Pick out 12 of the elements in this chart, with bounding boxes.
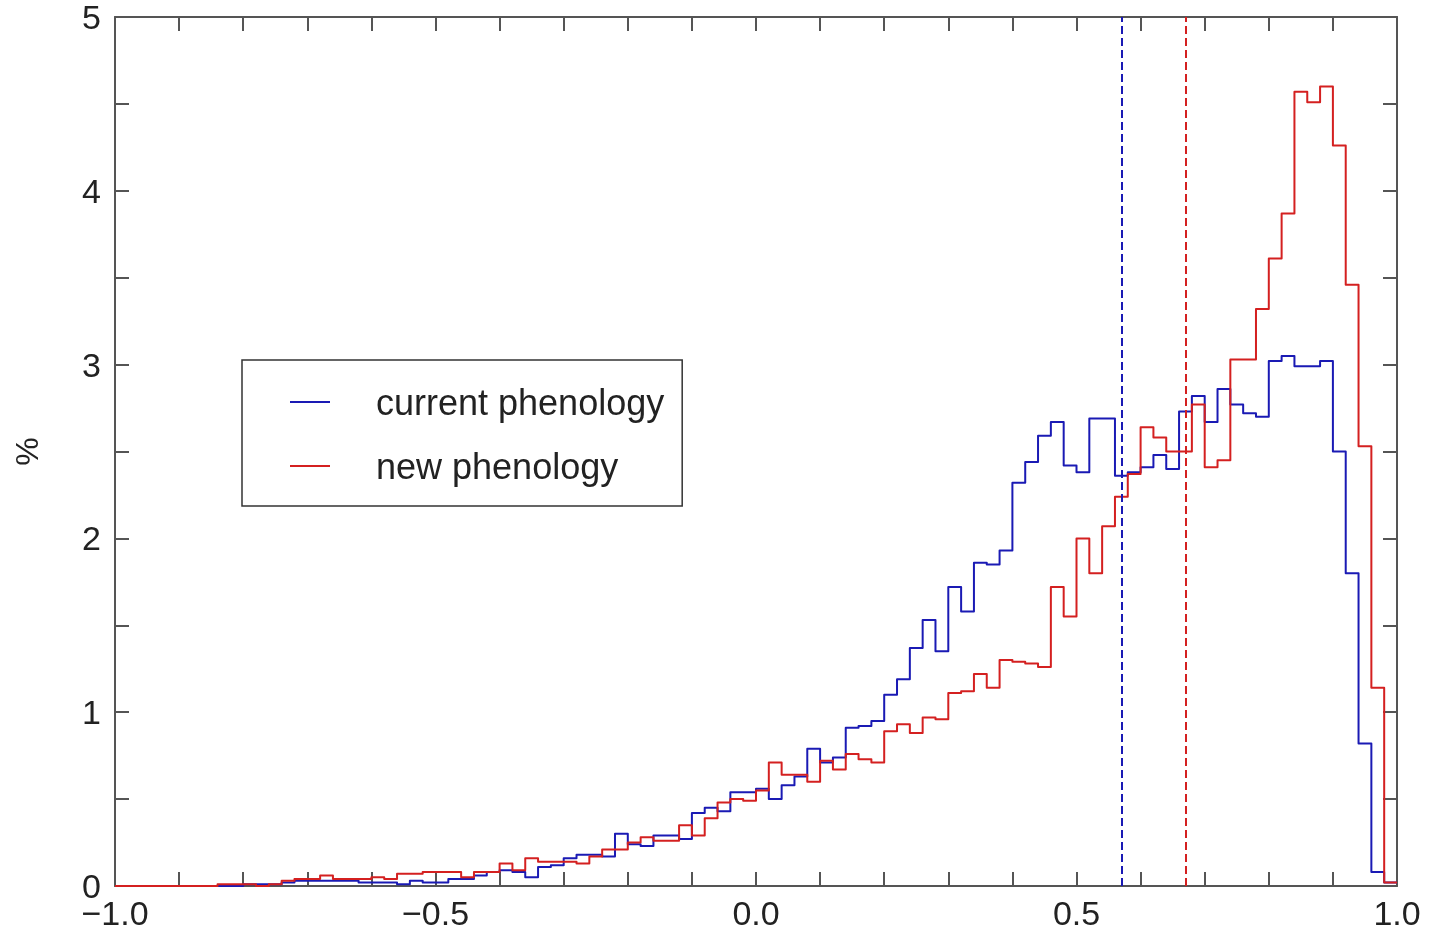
legend-label: new phenology: [376, 445, 619, 487]
y-tick-label: 4: [82, 171, 101, 210]
y-tick-label: 2: [82, 519, 101, 558]
x-tick-label: 1.0: [1373, 894, 1421, 932]
y-axis-title: %: [9, 437, 45, 466]
x-tick-label: 0.5: [1052, 894, 1101, 932]
y-tick-label: 3: [82, 345, 101, 384]
x-tick-label: −0.5: [401, 894, 470, 932]
legend-label: current phenology: [376, 381, 665, 423]
x-tick-label: 0.0: [732, 894, 780, 932]
y-tick-label: 1: [82, 693, 101, 732]
y-tick-label: 5: [82, 0, 101, 36]
